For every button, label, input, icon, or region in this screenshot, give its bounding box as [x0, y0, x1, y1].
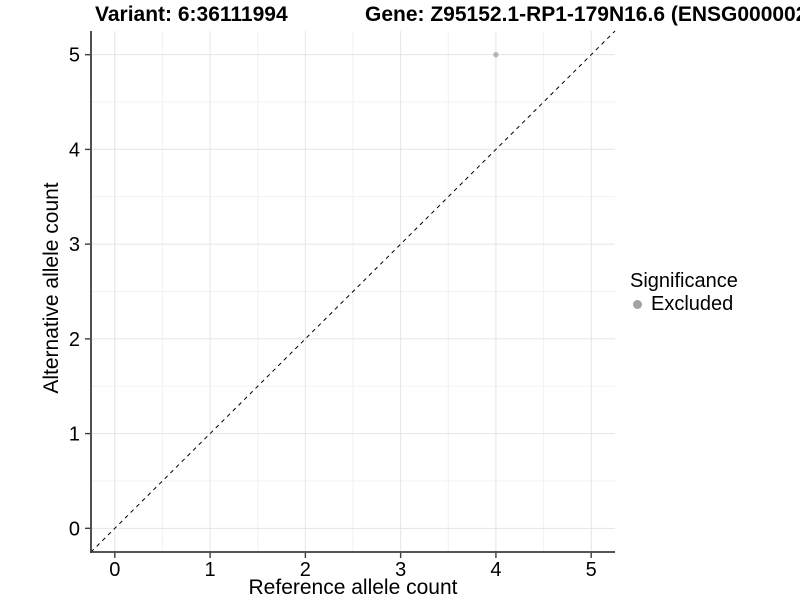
legend-title: Significance — [630, 270, 738, 292]
x-tick-label: 4 — [490, 559, 501, 581]
legend-items: Excluded — [630, 293, 738, 315]
x-axis-label: Reference allele count — [248, 576, 458, 599]
x-tick-label: 2 — [300, 559, 311, 581]
x-tick-label: 0 — [109, 559, 120, 581]
legend-key-dot-icon — [633, 299, 642, 309]
y-tick-label: 5 — [69, 45, 80, 67]
legend-item: Excluded — [630, 293, 738, 315]
legend: Significance Excluded — [630, 270, 738, 315]
x-tick-label: 1 — [205, 559, 216, 581]
y-tick-label: 4 — [69, 139, 80, 161]
y-tick-label: 2 — [69, 329, 80, 351]
x-tick-label: 3 — [395, 559, 406, 581]
data-point — [493, 51, 499, 58]
legend-item-label: Excluded — [651, 292, 734, 315]
y-axis-label: Alternative allele count — [40, 182, 63, 394]
y-tick-label: 1 — [69, 424, 80, 446]
plot-title-variant: Variant: 6:36111994 — [95, 3, 288, 26]
plot-title-gene: Gene: Z95152.1-RP1-179N16.6 (ENSG0000022… — [365, 3, 800, 26]
identity-reference-line — [90, 30, 616, 553]
x-tick-label: 5 — [586, 559, 597, 581]
y-tick-label: 0 — [69, 518, 80, 540]
y-tick-label: 3 — [69, 234, 80, 256]
